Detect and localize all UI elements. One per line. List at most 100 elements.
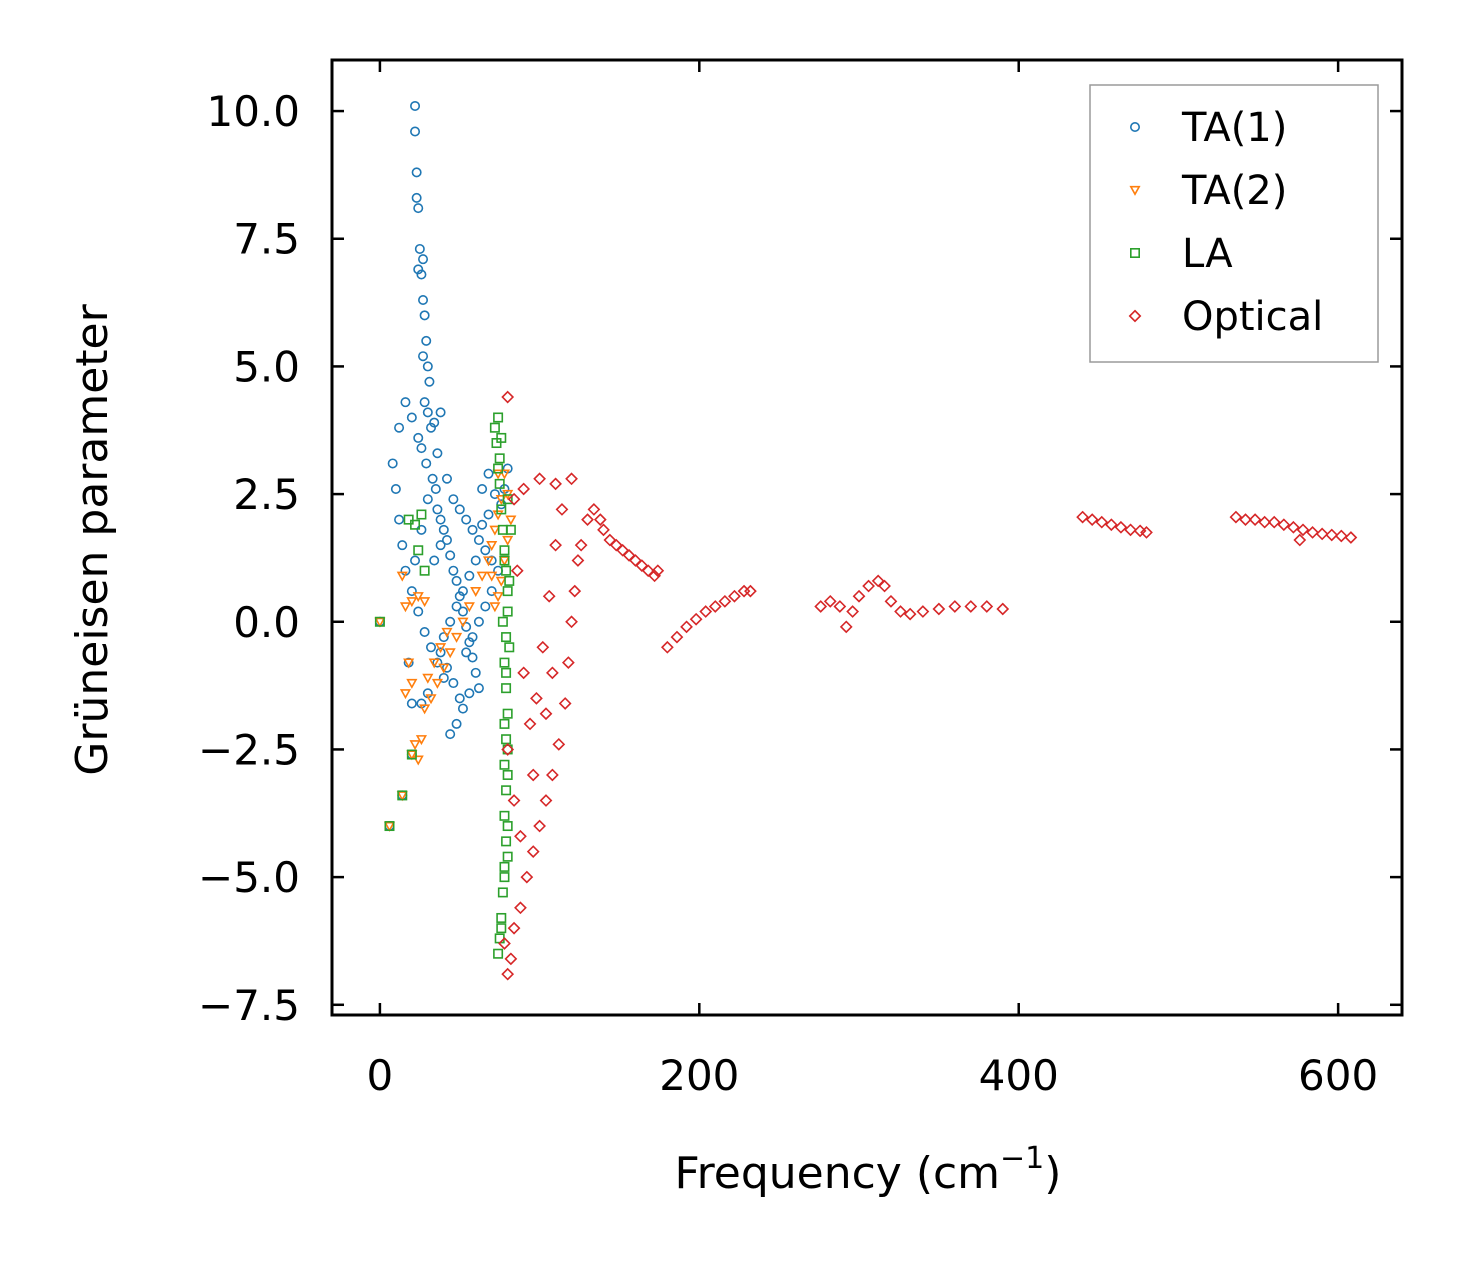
data-point <box>451 601 462 612</box>
data-point <box>476 571 488 582</box>
data-point <box>1325 528 1339 542</box>
data-point <box>435 647 446 658</box>
data-point <box>571 554 585 567</box>
data-point <box>492 592 504 603</box>
data-point <box>699 605 713 618</box>
data-point <box>489 489 500 500</box>
data-point <box>418 254 429 265</box>
data-point <box>448 565 459 576</box>
data-point <box>689 612 703 626</box>
data-point <box>421 335 432 346</box>
data-point <box>463 602 475 613</box>
data-point <box>486 571 498 582</box>
data-point <box>542 589 556 603</box>
data-point <box>555 503 569 516</box>
legend-items: TA(1) TA(2) LA Optical <box>1128 105 1323 340</box>
data-point <box>399 602 412 613</box>
data-point <box>498 556 511 567</box>
data-point <box>406 749 417 760</box>
data-point <box>454 693 465 704</box>
data-point <box>839 620 853 634</box>
data-point <box>546 768 559 782</box>
x-tick-label: 200 <box>659 1051 739 1100</box>
data-point <box>517 666 531 680</box>
data-point <box>493 412 504 423</box>
data-point <box>435 643 447 654</box>
data-point <box>489 602 501 613</box>
data-point <box>565 472 578 486</box>
legend-label: LA <box>1182 231 1233 277</box>
data-point <box>412 755 424 766</box>
legend-box <box>1089 84 1379 363</box>
data-point <box>1104 518 1118 532</box>
data-point <box>502 535 514 546</box>
legend-item: TA(1) <box>1130 105 1287 151</box>
data-point <box>964 600 978 613</box>
data-point <box>435 514 446 525</box>
data-point <box>648 569 661 583</box>
data-point <box>587 503 601 516</box>
data-point <box>427 473 438 484</box>
series-ta-1- <box>374 100 513 832</box>
data-point <box>501 836 512 847</box>
data-point <box>374 616 385 627</box>
data-point <box>445 729 456 740</box>
data-point <box>482 556 495 567</box>
data-point <box>502 769 513 780</box>
data-point <box>429 417 440 428</box>
data-point <box>403 514 414 525</box>
data-point <box>413 606 424 617</box>
data-point <box>428 658 440 669</box>
data-point <box>1248 513 1262 527</box>
data-point <box>406 586 417 597</box>
data-point <box>539 707 553 721</box>
y-tick-label: 2.5 <box>233 470 300 519</box>
data-point <box>432 448 443 459</box>
data-point <box>499 555 510 566</box>
data-point <box>501 632 512 643</box>
data-point <box>448 494 459 505</box>
data-point <box>609 538 623 552</box>
data-point <box>444 648 456 659</box>
data-point <box>454 591 465 602</box>
y-tick-label: −7.5 <box>198 981 300 1030</box>
x-axis-label-end: ) <box>1044 1148 1061 1199</box>
data-point <box>454 504 465 515</box>
data-point <box>489 525 501 536</box>
y-axis-label: Grüneisen parameter <box>67 303 118 775</box>
data-point <box>470 667 481 678</box>
data-point <box>1239 513 1252 527</box>
data-point <box>1076 510 1089 524</box>
data-point <box>536 640 550 654</box>
data-point <box>502 851 513 862</box>
data-point <box>422 361 433 372</box>
data-point <box>461 514 472 525</box>
data-point <box>435 540 446 551</box>
data-point <box>635 559 649 572</box>
data-point <box>504 642 515 653</box>
data-point <box>483 468 494 479</box>
data-point <box>499 718 510 729</box>
data-point <box>505 515 517 526</box>
data-point <box>980 600 994 613</box>
legend-item: Optical <box>1128 294 1323 340</box>
data-point <box>410 100 421 111</box>
data-point <box>390 483 401 494</box>
legend-label: Optical <box>1182 294 1323 340</box>
data-point <box>413 203 424 214</box>
data-point <box>629 554 642 567</box>
data-marks <box>374 100 1358 981</box>
data-point <box>416 509 427 520</box>
data-point <box>568 584 582 598</box>
data-point <box>680 620 693 634</box>
data-point <box>486 541 498 552</box>
data-point <box>396 571 408 582</box>
data-point <box>473 616 484 627</box>
data-point <box>426 642 437 653</box>
data-point <box>426 422 437 433</box>
data-point <box>504 952 518 966</box>
data-point <box>415 735 427 746</box>
data-point <box>497 616 508 627</box>
data-point <box>1334 529 1348 543</box>
